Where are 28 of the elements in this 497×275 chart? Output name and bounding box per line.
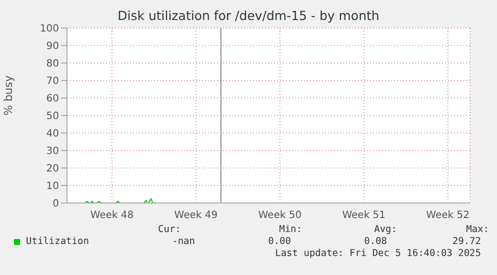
y-tick-label: 0 <box>52 198 59 210</box>
y-tick-label: 20 <box>46 164 59 175</box>
text: 0.00 <box>268 236 291 247</box>
legend-label: Utilization <box>26 236 89 247</box>
y-tick-label: 50 <box>46 111 59 122</box>
y-tick-label: 70 <box>46 76 59 88</box>
y-tick-label: 60 <box>46 94 59 105</box>
y-tick-label: 10 <box>46 181 59 192</box>
x-tick-label: Week 49 <box>174 210 218 222</box>
y-tick-label: 100 <box>40 24 59 35</box>
text: Last update: Fri Dec 5 16:40:03 2025 <box>275 248 481 259</box>
text: Min: <box>278 224 302 235</box>
chart-title: Disk utilization for /dev/dm-15 - by month <box>116 8 380 23</box>
text: 29.72 <box>452 236 481 247</box>
text: Avg: <box>373 224 397 235</box>
y-tick-label: 40 <box>46 128 59 140</box>
y-axis-title: % busy <box>2 74 15 116</box>
x-tick-label: Week 52 <box>426 210 470 222</box>
y-tick-label: 80 <box>46 58 59 70</box>
text: -nan <box>172 236 195 247</box>
text: 0.08 <box>364 236 387 247</box>
y-tick-label: 30 <box>46 146 59 158</box>
x-tick-label: Week 51 <box>342 210 386 222</box>
text: Max: <box>465 224 489 235</box>
text: Cur: <box>158 224 182 235</box>
x-tick-label: Week 48 <box>90 210 134 222</box>
x-tick-label: Week 50 <box>258 210 302 222</box>
y-tick-label: 90 <box>46 41 59 52</box>
